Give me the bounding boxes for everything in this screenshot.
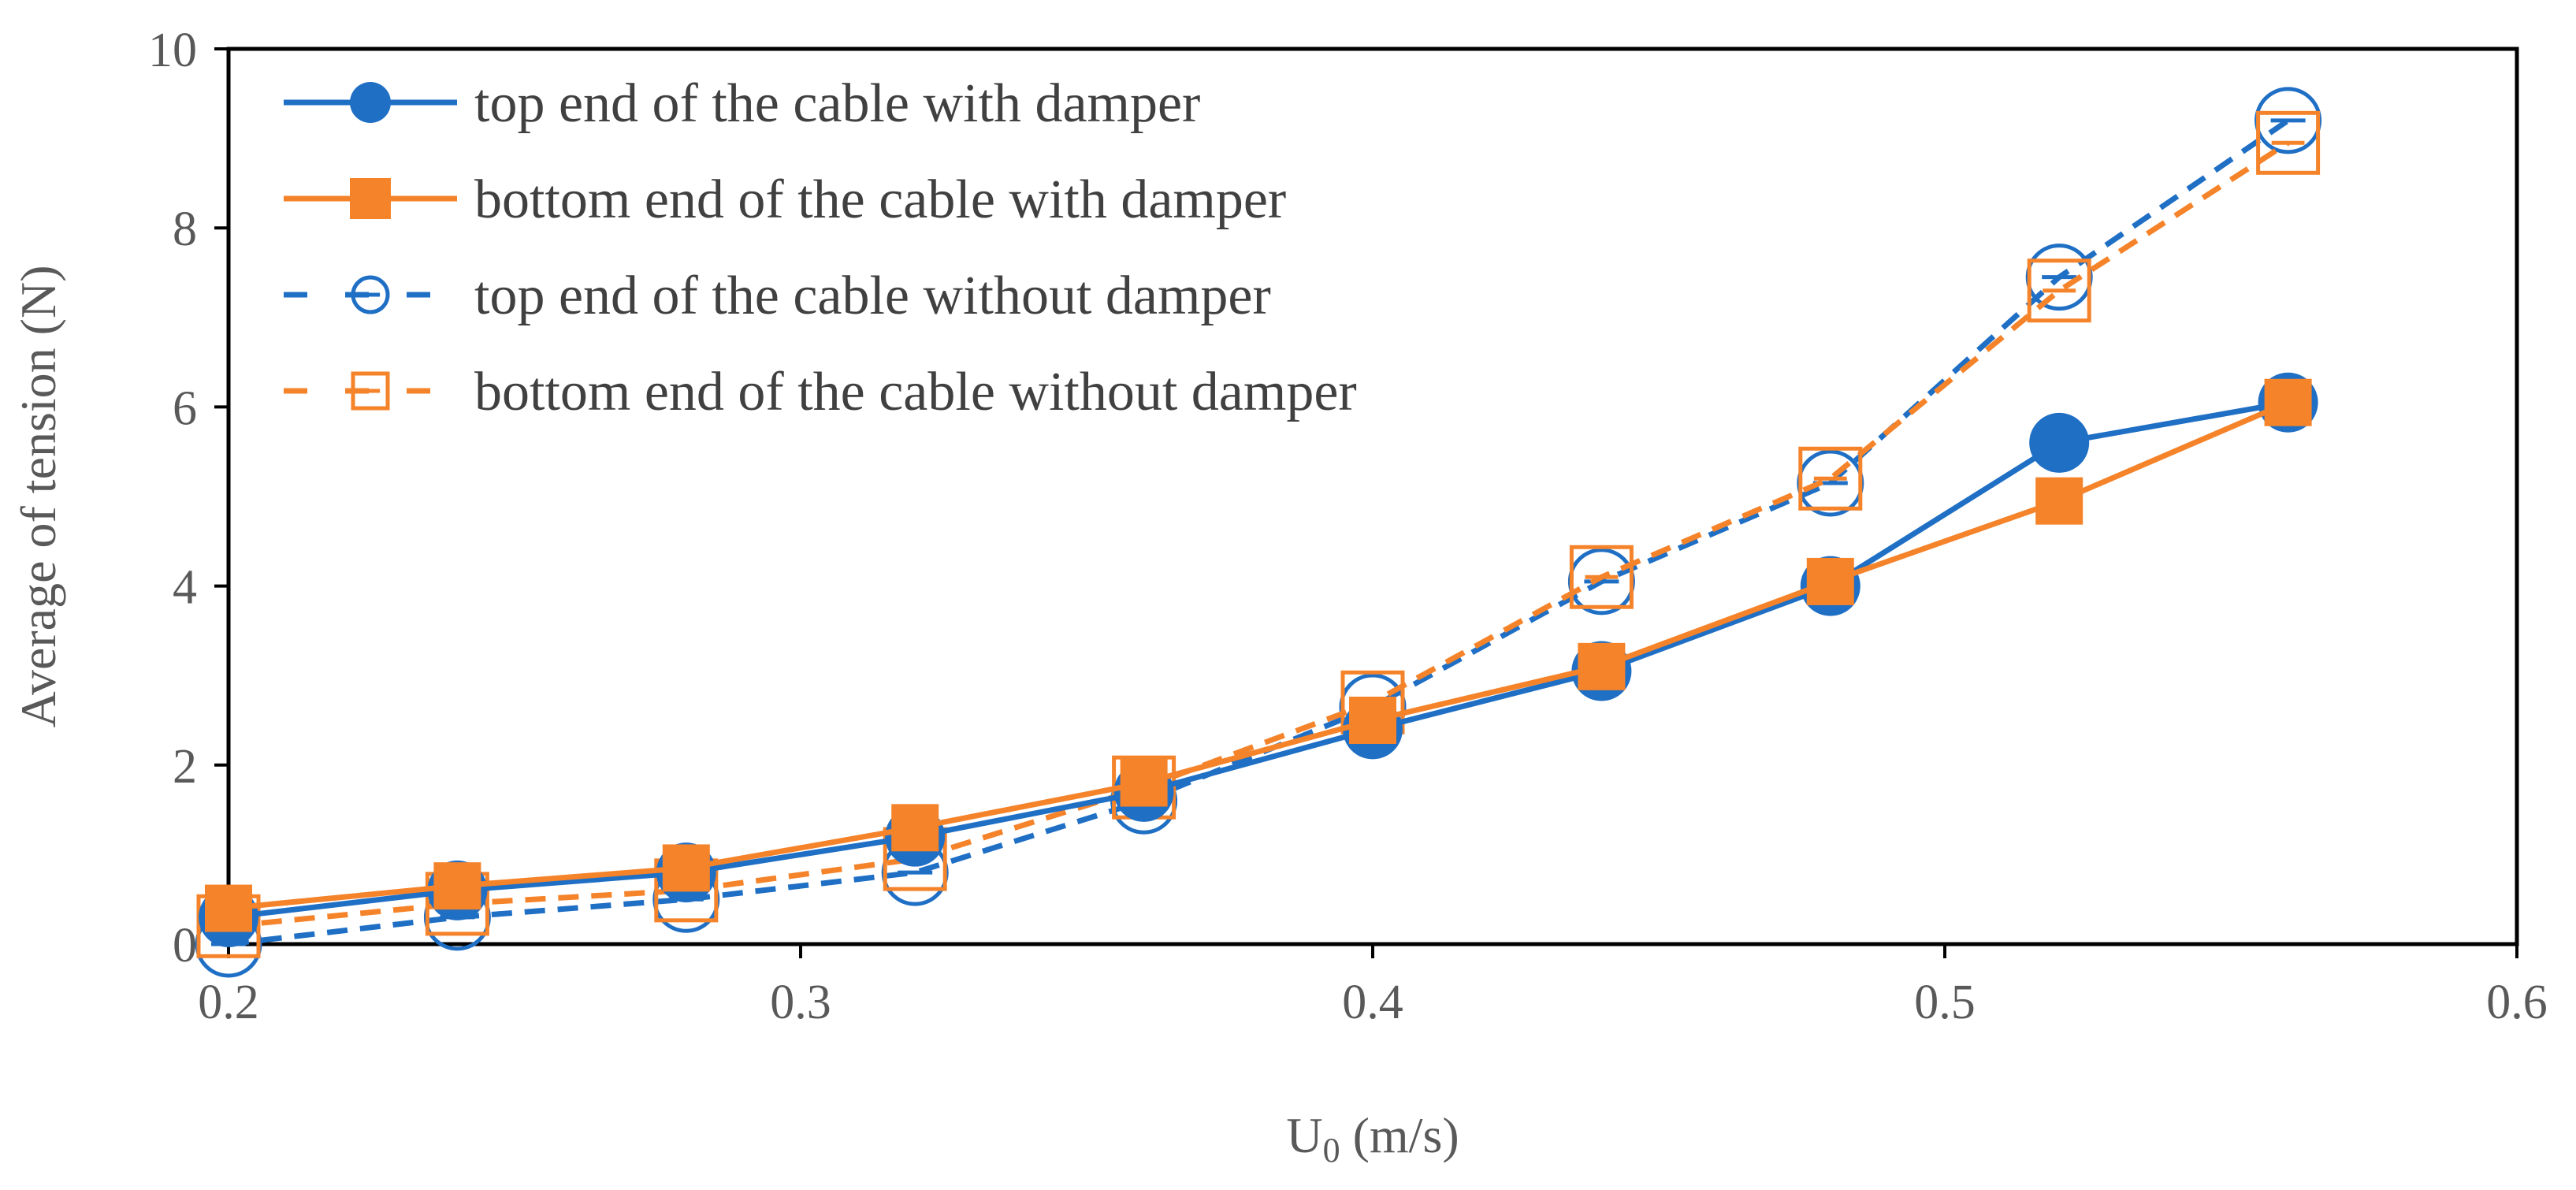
y-tick-label: 4 (173, 561, 197, 615)
x-tick-label: 0.5 (1914, 976, 1976, 1029)
series-layer (195, 87, 2322, 978)
series-line (228, 400, 2289, 912)
legend: top end of the cable with damper bottom e… (284, 73, 1357, 422)
x-axis-ticks: 0.2 0.3 0.4 0.5 0.6 (198, 944, 2548, 1029)
legend-label: top end of the cable without damper (474, 266, 1271, 326)
legend-marker (350, 178, 391, 219)
plot-area (226, 46, 2519, 946)
data-point (1806, 557, 1854, 605)
x-axis-title-main: U (1286, 1107, 1322, 1163)
x-tick-label: 0.2 (198, 976, 259, 1029)
data-point (662, 844, 710, 892)
legend-label: bottom end of the cable without damper (474, 362, 1357, 422)
data-point (891, 804, 939, 852)
data-point (2027, 258, 2091, 323)
data-point (2035, 477, 2083, 525)
legend-item-2: bottom end of the cable with damper (284, 169, 1286, 230)
x-axis-title-subscript: 0 (1323, 1131, 1340, 1170)
x-tick-label: 0.4 (1342, 976, 1403, 1029)
x-axis-title-unit: (m/s) (1340, 1107, 1459, 1163)
data-point (1578, 642, 1626, 690)
legend-item-4: bottom end of the cable without damper (284, 362, 1357, 422)
data-point (2029, 412, 2090, 473)
y-tick-label: 2 (173, 740, 197, 794)
legend-item-3: top end of the cable without damper (284, 266, 1271, 326)
y-tick-label: 0 (173, 919, 197, 972)
data-point (205, 884, 252, 932)
series-line (228, 400, 2289, 920)
data-point (2256, 110, 2321, 175)
y-tick-label: 8 (173, 203, 197, 256)
x-tick-label: 0.3 (770, 976, 831, 1029)
legend-marker (351, 371, 390, 411)
x-tick-label: 0.6 (2486, 976, 2548, 1029)
y-axis-ticks: 0 2 4 6 8 10 (148, 24, 229, 972)
y-tick-label: 6 (173, 381, 197, 435)
y-tick-label: 10 (148, 24, 197, 77)
data-point (1120, 759, 1168, 807)
legend-marker (350, 82, 391, 123)
data-point (433, 862, 481, 910)
x-axis-title: U0 (m/s) (1286, 1107, 1459, 1170)
legend-marker (351, 275, 390, 314)
y-axis-title: Average of tension (N) (10, 265, 66, 727)
legend-label: top end of the cable with damper (474, 73, 1200, 134)
series-2 (205, 378, 2312, 932)
data-point (2264, 378, 2312, 426)
legend-item-1: top end of the cable with damper (284, 73, 1200, 134)
series-line (228, 140, 2290, 929)
legend-label: bottom end of the cable with damper (474, 169, 1286, 230)
data-point (1569, 545, 1634, 609)
series-line (228, 117, 2290, 947)
data-point (1349, 697, 1396, 744)
data-point (1798, 446, 1863, 511)
